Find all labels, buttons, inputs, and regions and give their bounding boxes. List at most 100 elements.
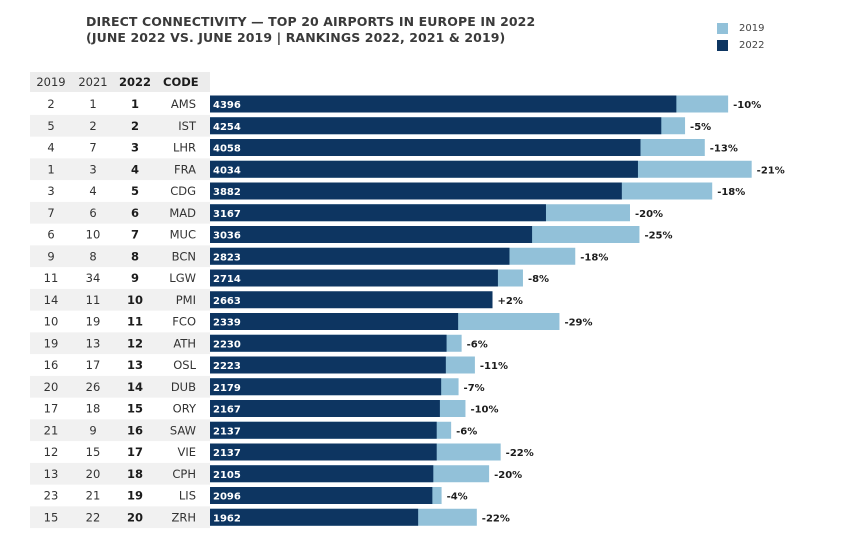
airport-code: ZRH	[171, 510, 196, 524]
rank-2021: 26	[86, 380, 101, 394]
airport-code: FRA	[174, 162, 196, 176]
rank-2019: 20	[44, 380, 59, 394]
header-code: CODE	[163, 75, 199, 89]
bar-2022	[210, 443, 437, 461]
chart-title-line-2: (JUNE 2022 VS. JUNE 2019 | RANKINGS 2022…	[86, 30, 506, 45]
rank-2019: 3	[47, 184, 54, 198]
legend-label-2022: 2022	[739, 40, 765, 51]
airport-code: MUC	[170, 228, 196, 242]
airport-code: ATH	[173, 336, 196, 350]
rank-2022: 17	[127, 445, 143, 459]
row-shade	[30, 332, 210, 355]
row-shade	[30, 288, 210, 311]
data-label-2022: 4034	[213, 165, 241, 176]
rank-2022: 18	[127, 467, 143, 481]
rank-2022: 20	[127, 510, 143, 524]
row-shade	[30, 158, 210, 181]
rank-2022: 9	[131, 271, 139, 285]
airport-code: BCN	[172, 249, 196, 263]
bar-2022	[210, 247, 510, 265]
data-label-2022: 2105	[213, 470, 241, 481]
legend-item-2022: 2022	[717, 37, 764, 54]
bar-2022	[210, 204, 546, 222]
rank-2019: 10	[44, 315, 59, 329]
row-shade	[30, 506, 210, 529]
change-label: -13%	[710, 144, 738, 155]
data-label-2022: 4254	[213, 122, 241, 133]
airport-code: MAD	[169, 206, 196, 220]
data-label-2022: 2230	[213, 339, 241, 350]
rank-2019: 17	[44, 402, 59, 416]
airport-code: LGW	[169, 271, 196, 285]
change-label: -4%	[447, 492, 468, 503]
bar-2022	[210, 160, 638, 178]
bar-2022	[210, 95, 677, 113]
airport-code: VIE	[177, 445, 196, 459]
rank-2021: 34	[86, 271, 101, 285]
data-label-2022: 2137	[213, 426, 241, 437]
data-label-2022: 3882	[213, 187, 241, 198]
rank-2019: 7	[47, 206, 54, 220]
rank-2021: 11	[86, 293, 101, 307]
row-shade	[30, 419, 210, 442]
bar-2022	[210, 139, 641, 156]
data-label-2022: 3167	[213, 209, 241, 220]
rank-2022: 8	[131, 249, 139, 263]
bar-2022	[210, 313, 459, 330]
rank-2019: 6	[47, 228, 54, 242]
data-label-2022: 2223	[213, 361, 241, 372]
airport-code: FCO	[172, 315, 196, 329]
rank-2021: 8	[89, 249, 96, 263]
data-label-2022: 2714	[213, 274, 241, 285]
row-shade	[30, 245, 210, 268]
legend-swatch-2019	[717, 23, 728, 34]
rank-2022: 2	[131, 119, 139, 133]
airport-code: AMS	[171, 97, 196, 111]
rank-2021: 15	[86, 445, 101, 459]
rank-2019: 21	[44, 423, 59, 437]
data-label-2022: 1962	[213, 513, 241, 524]
rank-2021: 21	[86, 489, 101, 503]
rank-2022: 3	[131, 141, 139, 155]
rank-2019: 2	[47, 97, 54, 111]
bar-2022	[210, 269, 498, 287]
change-label: -22%	[506, 448, 534, 459]
change-label: -29%	[564, 318, 592, 329]
change-label: -20%	[494, 470, 522, 481]
bar-2022	[210, 226, 533, 243]
header-2022: 2022	[119, 75, 151, 89]
data-label-2022: 4058	[213, 144, 241, 155]
data-label-2022: 2137	[213, 448, 241, 459]
airport-code: ORY	[173, 402, 197, 416]
change-label: -20%	[635, 209, 663, 220]
airport-code: OSL	[173, 358, 196, 372]
rank-2022: 10	[127, 293, 143, 307]
airport-code: CDG	[170, 184, 196, 198]
airport-code: SAW	[170, 423, 196, 437]
table-header-band	[30, 72, 210, 92]
rank-2019: 23	[44, 489, 59, 503]
rank-2019: 11	[44, 271, 59, 285]
airport-code: PMI	[176, 293, 196, 307]
rank-2021: 4	[89, 184, 96, 198]
rank-2022: 6	[131, 206, 139, 220]
rank-2019: 16	[44, 358, 59, 372]
change-label: -10%	[470, 405, 498, 416]
rank-2019: 12	[44, 445, 59, 459]
rank-2019: 1	[47, 162, 54, 176]
bar-2022	[210, 291, 493, 309]
header-2021: 2021	[78, 75, 107, 89]
bar-2022	[210, 117, 662, 135]
change-label: -5%	[690, 122, 711, 133]
rank-2022: 15	[127, 402, 143, 416]
rank-2019: 4	[47, 141, 54, 155]
airport-code: LHR	[173, 141, 196, 155]
bar-2022	[210, 400, 440, 417]
rank-2022: 11	[127, 315, 143, 329]
bar-2022	[210, 356, 446, 374]
change-label: -25%	[644, 231, 672, 242]
row-shade	[30, 114, 210, 137]
header-2019: 2019	[36, 75, 65, 89]
rank-2019: 19	[44, 336, 59, 350]
